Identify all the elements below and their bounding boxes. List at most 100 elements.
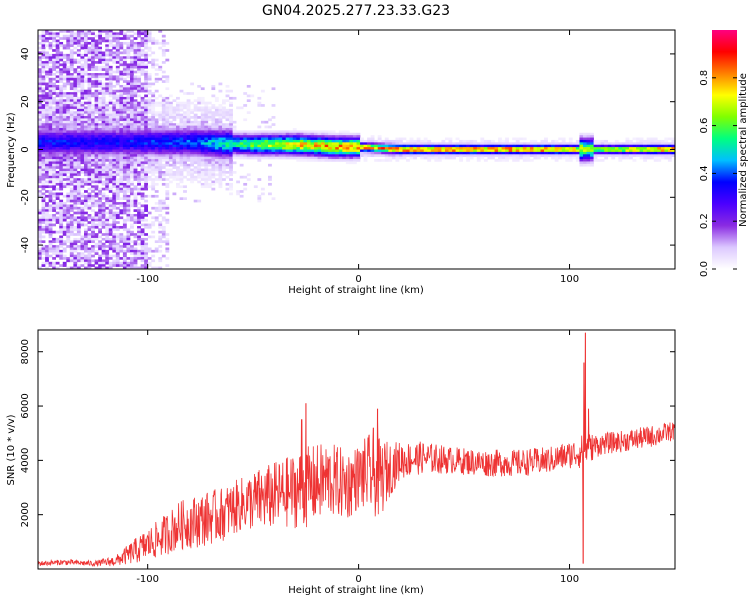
spectrogram-cell [204,185,209,189]
spectrogram-cell [130,89,134,93]
spectrogram-cell [137,230,141,234]
spectrogram-cell [144,156,149,160]
spectrogram-cell [48,130,53,134]
spectrogram-cell [112,173,117,177]
spectrogram-cell [636,154,640,157]
spectrogram-cell [512,151,517,155]
spectrogram-cell [98,257,102,260]
spectrogram-cell [448,147,453,150]
spectrogram-cell [91,125,95,129]
spectrogram-cell [306,154,311,157]
spectrogram-cell [161,123,166,126]
spectrogram-cell [250,94,255,98]
spectrogram-cell [402,142,407,146]
spectrogram-cell [112,223,117,227]
spectrogram-cell [140,175,145,179]
spectrogram-cell [105,171,110,174]
spectrogram-cell [73,206,78,210]
spectrogram-cell [62,204,67,208]
spectrogram-cell [306,159,311,162]
spectrogram-cell [98,202,102,205]
spectrogram-cell [413,139,417,143]
spectrogram-cell [575,159,580,162]
spectrogram-cell [45,254,49,258]
spectrogram-cell [126,159,131,162]
spectrogram-cell [119,70,124,74]
spectrogram-cell [575,144,580,148]
spectrogram-cell [618,156,623,160]
spectrogram-cell [80,144,85,148]
spectrogram-cell [597,144,601,148]
spectrogram-cell [55,61,60,64]
spectrogram-cell [200,101,205,105]
spectrogram-cell [130,216,134,220]
spectrogram-cell [236,142,241,146]
spectrogram-cell [66,233,71,236]
spectrogram-cell [76,206,81,210]
spectrogram-cell [69,30,74,33]
spectrogram-cell [45,173,49,177]
spectrogram-cell [55,192,60,196]
spectrogram-cell [250,154,255,157]
spectrogram-cell [41,163,46,167]
spectrogram-cell [222,163,226,167]
spectrogram-cell [144,223,149,227]
spectrogram-cell [561,137,566,141]
spectrogram-cell [236,149,241,153]
spectrogram-cell [183,137,187,141]
spectrogram-cell [275,135,279,138]
spectrogram-cell [76,58,81,62]
spectrogram-cell [38,37,42,40]
spectrogram-cell [314,144,318,148]
spectrogram-cell [126,120,131,124]
spectrogram-cell [590,159,594,162]
spectrogram-cell [91,106,95,110]
spectrogram-cell [388,139,393,143]
spectrogram-cell [66,147,71,150]
spectrogram-cell [161,135,166,138]
spectrogram-cell [101,82,106,86]
spectrogram-cell [45,120,49,124]
spectrogram-cell [76,139,81,143]
spectrogram-cell [55,32,60,36]
spectrogram-cell [84,127,88,131]
spectrogram-cell [48,94,53,98]
spectrogram-cell [176,127,180,131]
spectrogram-cell [115,168,120,172]
spectrogram-cell [66,209,71,212]
spectrogram-cell [176,137,180,141]
spectrogram-cell [84,156,88,160]
spectrogram-cell [126,34,131,38]
spectrogram-cell [115,44,120,48]
spectrogram-cell [84,233,88,236]
spectrogram-cell [130,46,134,50]
spectrogram-cell [101,233,106,236]
spectrogram-cell [140,192,145,196]
spectrogram-cell [147,77,152,81]
spectrogram-cell [172,154,177,157]
spectrogram-cell [41,123,46,126]
spectrogram-cell [158,111,163,114]
spectrogram-cell [437,144,442,148]
spectrogram-cell [551,147,555,150]
spectrogram-cell [536,147,541,150]
spectrogram-cell [161,204,166,208]
spectrogram-cell [59,173,64,177]
spectrogram-cell [84,70,88,74]
spectrogram-cell [324,159,329,162]
spectrogram-cell [179,197,184,200]
spectrogram-cell [384,139,389,143]
spectrogram-cell [87,156,92,160]
spectrogram-cell [282,149,287,153]
spectrogram-cell [625,139,630,143]
spectrogram-cell [101,75,106,79]
spectrogram-cell [176,185,180,189]
spectrogram-cell [568,156,573,160]
spectrogram-cell [218,168,223,172]
spectrogram-cell [52,240,56,244]
spectrogram-cell [409,149,414,153]
spectrogram-cell [349,151,354,155]
spectrogram-cell [69,104,74,107]
spectrogram-cell [154,216,159,220]
spectrogram-cell [101,163,106,167]
